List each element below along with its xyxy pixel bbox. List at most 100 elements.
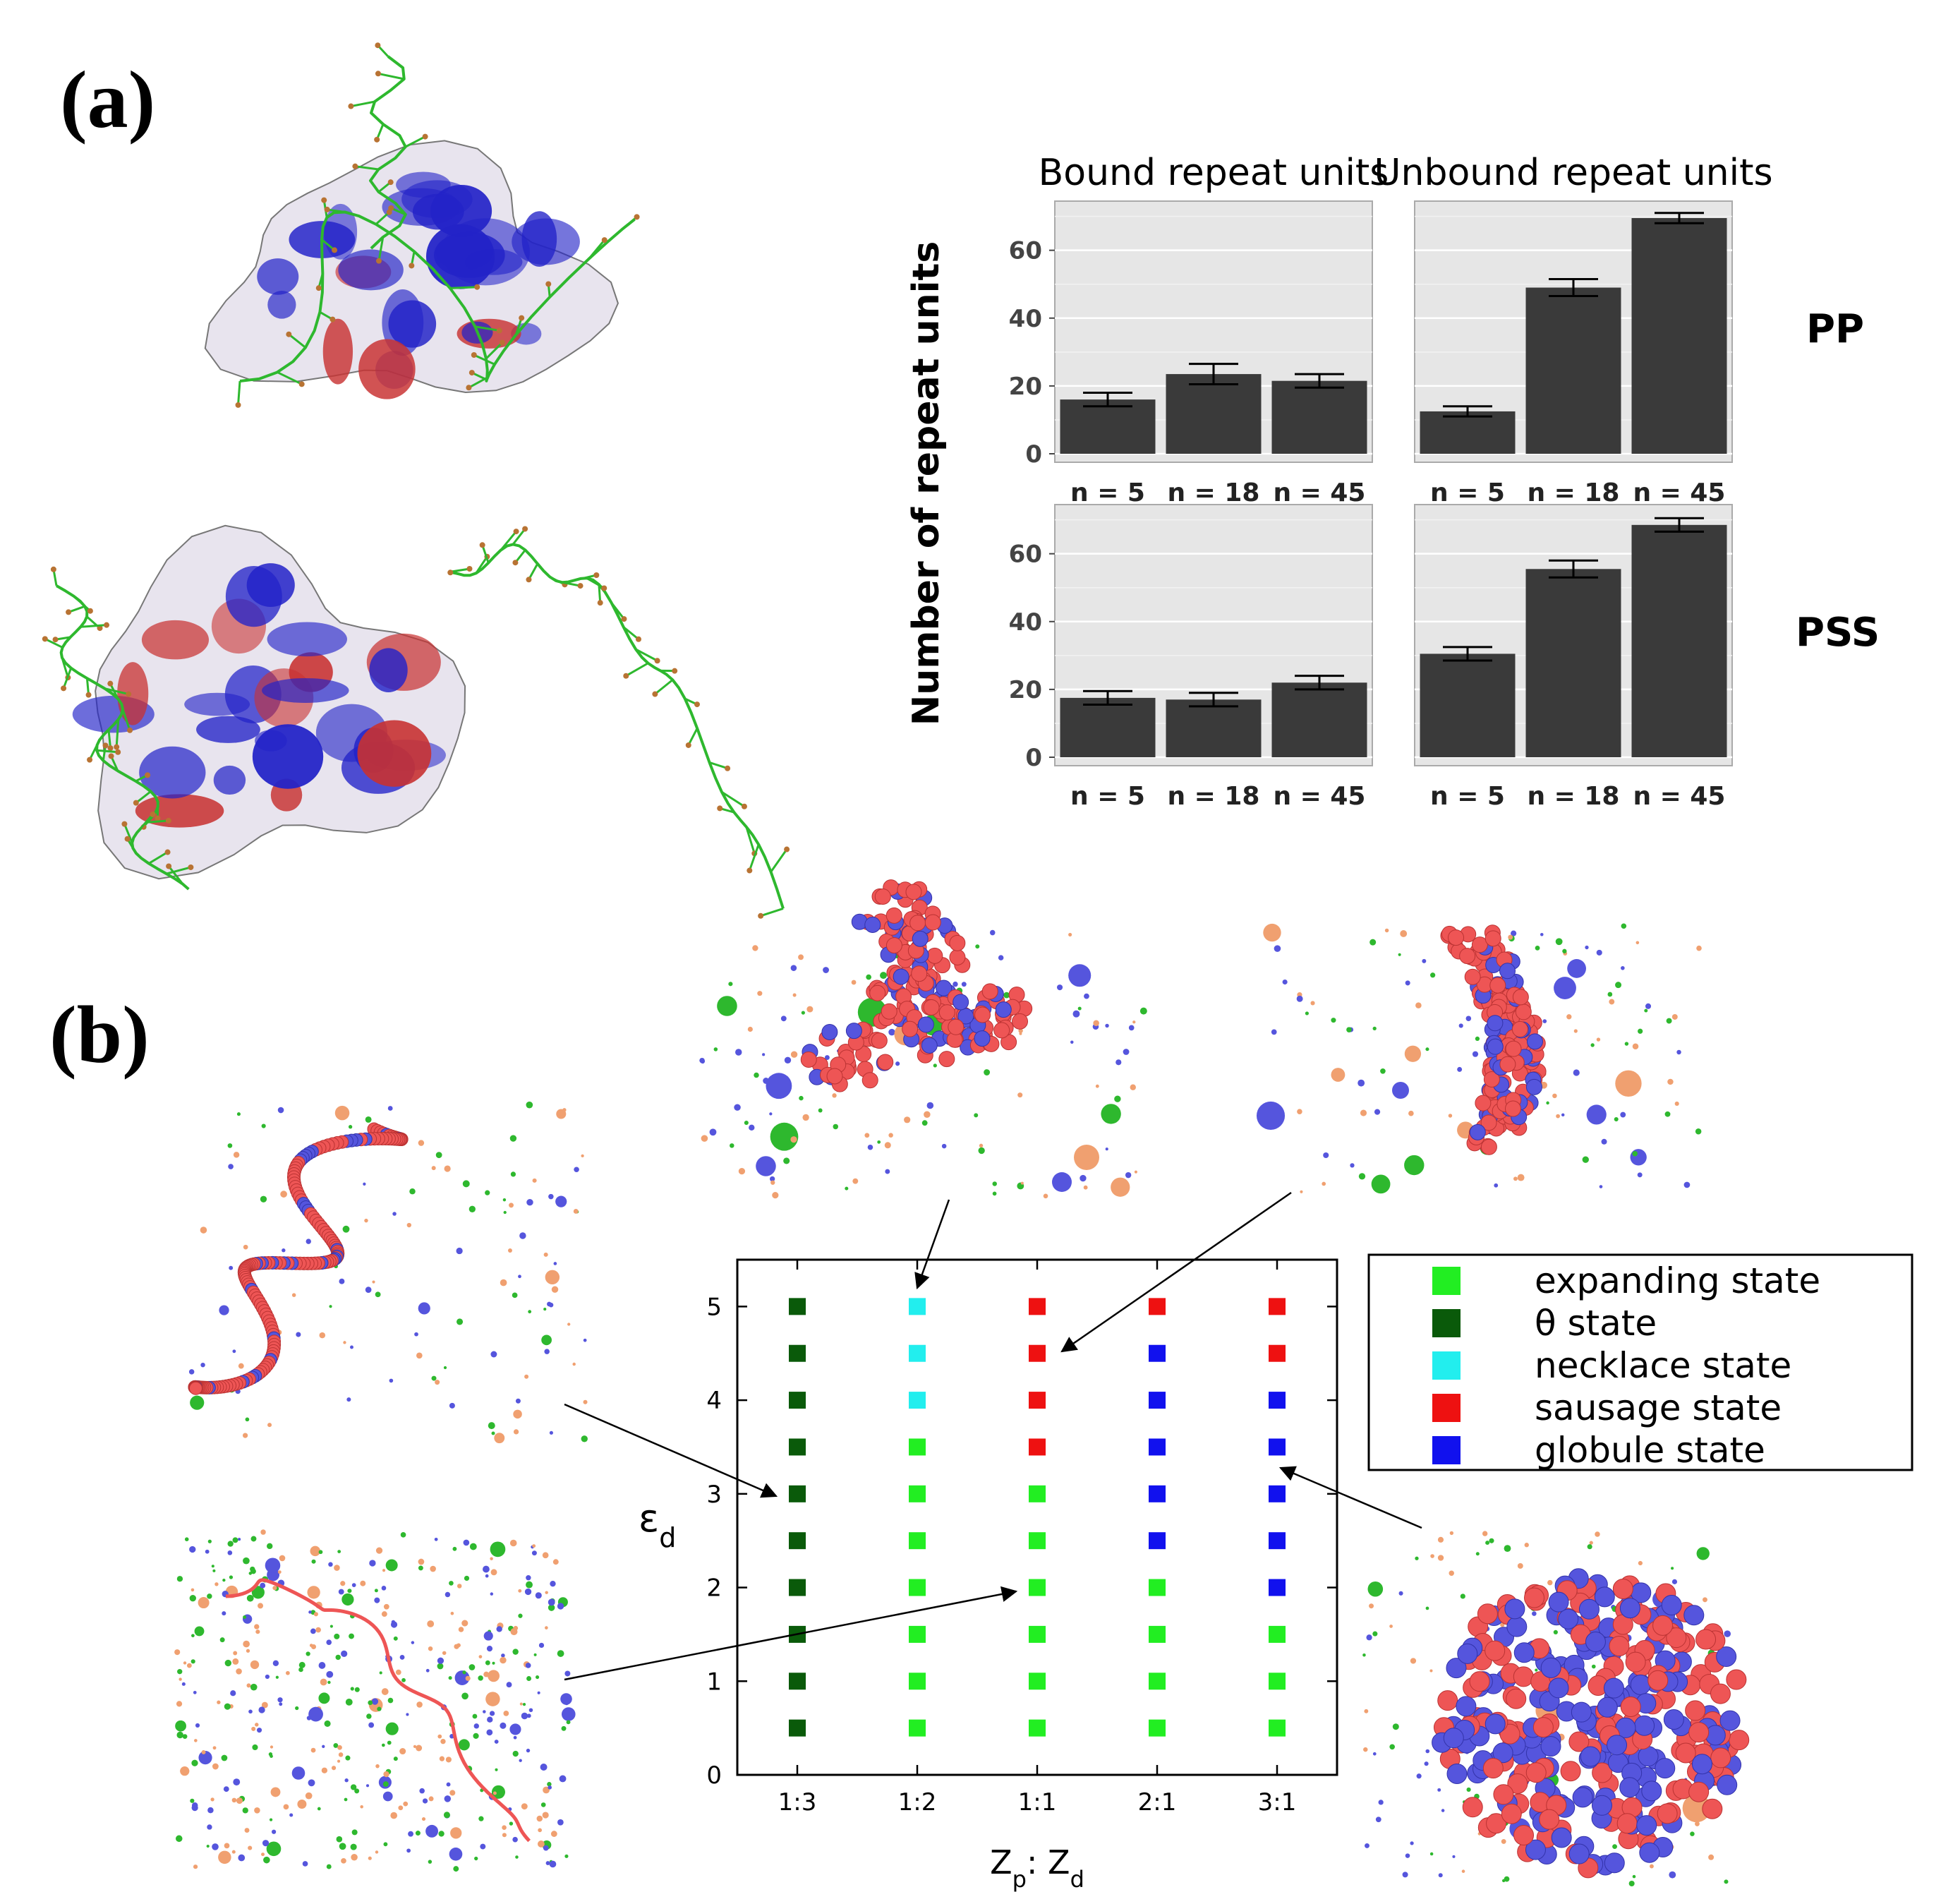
ion [1458, 1023, 1463, 1028]
ion [191, 1659, 195, 1664]
state-marker-sausage [1029, 1298, 1046, 1315]
ion [438, 1831, 445, 1837]
ion [754, 1072, 759, 1078]
ion [1430, 1554, 1434, 1558]
ion [1586, 1104, 1607, 1125]
bound-bead [1548, 1677, 1569, 1699]
bound-bead [1540, 1736, 1561, 1757]
ion [230, 1690, 236, 1697]
ion [790, 1136, 797, 1143]
ion [200, 1362, 205, 1368]
polymer-side-chain [136, 813, 154, 833]
positive-patch [267, 291, 296, 319]
ion [1561, 1113, 1565, 1117]
ion [207, 1824, 212, 1830]
polymer-bead [885, 907, 902, 924]
ion [469, 1543, 477, 1550]
ion [206, 1845, 210, 1848]
ion [502, 1833, 507, 1838]
polymer-bead [1568, 1731, 1590, 1752]
state-marker-expanding [909, 1579, 926, 1596]
ion [1671, 1567, 1674, 1570]
sulfonate-group [422, 133, 428, 140]
ion [250, 1683, 258, 1691]
ion [360, 1805, 363, 1809]
ion [1374, 1109, 1381, 1115]
ion [335, 1654, 341, 1661]
polymer-backbone [369, 55, 407, 250]
ion [403, 1801, 409, 1807]
ion [564, 1854, 569, 1858]
ion [382, 1743, 385, 1747]
positive-patch [213, 765, 246, 795]
ion [1501, 1838, 1506, 1844]
ion [1547, 1579, 1553, 1586]
ion [371, 1698, 379, 1705]
polymer-side-chain [514, 318, 523, 335]
positive-patch [196, 716, 260, 743]
ion [851, 980, 857, 985]
polymer-bead [1513, 1666, 1534, 1687]
ion [289, 1813, 294, 1817]
sulfonate-group [387, 179, 394, 186]
ion [480, 1843, 486, 1850]
bound-bead [1572, 1787, 1593, 1808]
polymer-bead [1657, 1803, 1678, 1824]
ion [413, 1745, 417, 1748]
ion [308, 1779, 315, 1787]
ion [406, 1713, 409, 1716]
ion [1364, 1709, 1369, 1713]
ion [458, 1739, 470, 1751]
ion [757, 991, 763, 996]
ion [503, 1210, 507, 1215]
sulfonate-group [50, 566, 56, 572]
ion [210, 1797, 214, 1802]
ion [1573, 1029, 1578, 1033]
ion [193, 1690, 197, 1694]
ion [1074, 1145, 1099, 1170]
bar [1166, 699, 1262, 757]
ion [557, 1650, 564, 1657]
state-marker-globule [1149, 1438, 1166, 1456]
bound-bead [974, 1030, 991, 1047]
sulfonate-group [746, 867, 753, 874]
ion [548, 1785, 552, 1790]
ion [200, 1227, 207, 1234]
ion [406, 1222, 412, 1228]
polymer-side-chain [62, 668, 73, 689]
bound-bead [912, 930, 929, 947]
polymer-side-chain [621, 216, 638, 231]
ion [1093, 1020, 1099, 1027]
sulfonate-group [107, 680, 114, 687]
ion [236, 1668, 242, 1675]
ion [365, 1287, 372, 1294]
ion [1369, 939, 1377, 946]
ion [416, 1352, 423, 1359]
ion [1392, 1082, 1409, 1099]
ion [1389, 1625, 1393, 1628]
ion [298, 1667, 303, 1673]
state-marker-expanding [1029, 1625, 1046, 1643]
ion [490, 1592, 494, 1596]
ion [464, 1575, 470, 1581]
ion [450, 1827, 462, 1839]
bound-bead [1506, 1616, 1528, 1637]
bound-bead [1607, 1735, 1628, 1756]
ion [252, 1744, 258, 1751]
sulfonate-group [577, 583, 583, 589]
y-tick-label: 20 [1009, 676, 1042, 704]
ion [488, 1670, 500, 1682]
ion [566, 1720, 571, 1725]
polymer-bead [1504, 1100, 1521, 1117]
bound-bead [1591, 1795, 1612, 1816]
ion [550, 1580, 556, 1587]
bound-bead [1443, 1728, 1464, 1749]
state-marker-expanding [1149, 1673, 1166, 1690]
ion [1501, 1879, 1506, 1883]
state-marker-necklace [909, 1392, 926, 1409]
ion [852, 1178, 859, 1184]
ion [1422, 958, 1427, 963]
category-label: n = 5 [1070, 782, 1145, 811]
ion [545, 1591, 548, 1594]
ion [431, 1166, 436, 1171]
